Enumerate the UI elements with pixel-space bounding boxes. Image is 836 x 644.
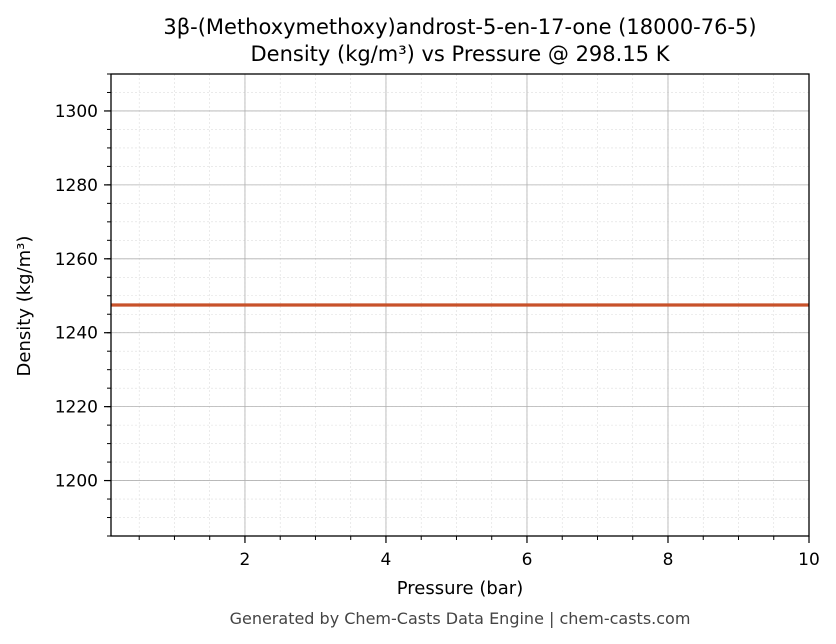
footer-credit: Generated by Chem-Casts Data Engine | ch…: [230, 609, 691, 628]
plot-frame: [110, 73, 810, 537]
x-tick-label: 2: [240, 550, 251, 570]
chart-subtitle: Density (kg/m³) vs Pressure @ 298.15 K: [250, 42, 670, 66]
y-tick-label: 1260: [55, 250, 98, 270]
x-tick-label: 10: [798, 550, 820, 570]
y-tick-label: 1220: [55, 398, 98, 418]
y-tick-label: 1280: [55, 176, 98, 196]
x-tick-label: 4: [381, 550, 392, 570]
x-axis-label: Pressure (bar): [397, 578, 523, 599]
y-axis-label: Density (kg/m³): [14, 236, 35, 377]
chart-title: 3β-(Methoxymethoxy)androst-5-en-17-one (…: [163, 15, 756, 39]
y-tick-label: 1240: [55, 324, 98, 344]
axis-ticks: 2 4 6 8 10 1200 1220 1240 1260 1280 1300: [55, 73, 820, 570]
x-tick-label: 8: [663, 550, 674, 570]
y-tick-label: 1200: [55, 472, 98, 492]
x-tick-label: 6: [522, 550, 533, 570]
y-tick-label: 1300: [55, 102, 98, 122]
